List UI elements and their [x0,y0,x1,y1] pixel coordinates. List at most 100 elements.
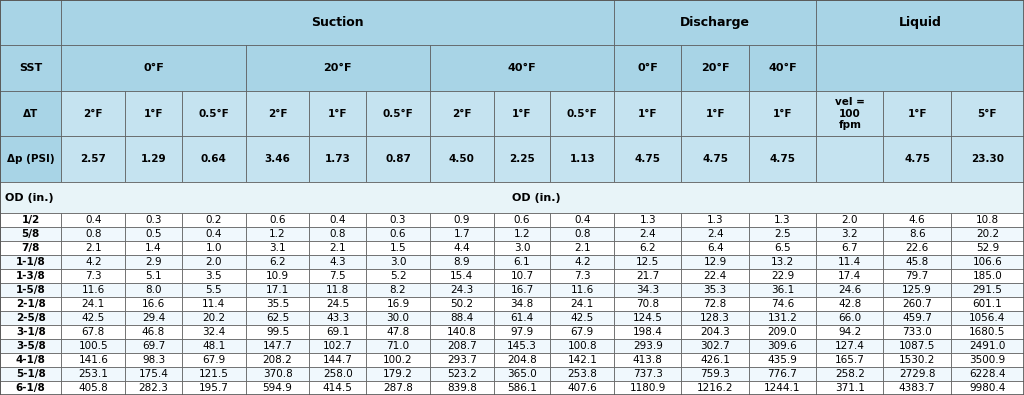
Text: 11.6: 11.6 [82,285,104,295]
Bar [614,339,682,353]
Text: 29.4: 29.4 [142,313,165,323]
Text: 21.7: 21.7 [636,271,659,281]
Bar [430,353,494,367]
Bar [682,241,749,255]
Text: Liquid: Liquid [899,16,941,29]
Bar [0,297,61,311]
Text: 35.3: 35.3 [703,285,727,295]
Text: 2-1/8: 2-1/8 [15,299,46,309]
Bar [61,283,125,297]
Text: 1°F: 1°F [706,109,725,118]
Text: 34.3: 34.3 [636,285,659,295]
Bar [950,339,1024,353]
Bar [550,297,614,311]
Bar [61,381,125,395]
Bar [246,283,309,297]
Text: 586.1: 586.1 [507,383,537,393]
Text: 1216.2: 1216.2 [697,383,733,393]
Bar [246,45,430,91]
Text: 8.9: 8.9 [454,257,470,267]
Text: 141.6: 141.6 [79,355,109,365]
Text: 42.5: 42.5 [82,313,104,323]
Bar [950,241,1024,255]
Text: 302.7: 302.7 [700,341,730,351]
Bar [430,45,614,91]
Bar [682,45,749,91]
Bar [614,381,682,395]
Text: 3.0: 3.0 [390,257,407,267]
Bar [494,339,550,353]
Bar [0,381,61,395]
Bar [61,255,125,269]
Text: 45.8: 45.8 [905,257,929,267]
Bar [494,297,550,311]
Text: 8.2: 8.2 [390,285,407,295]
Text: 24.1: 24.1 [570,299,594,309]
Bar [430,136,494,182]
Text: 253.1: 253.1 [79,369,109,379]
Text: 4383.7: 4383.7 [899,383,935,393]
Bar [884,381,950,395]
Text: 13.2: 13.2 [771,257,794,267]
Bar [494,91,550,136]
Bar [125,283,182,297]
Text: 601.1: 601.1 [973,299,1002,309]
Text: 70.8: 70.8 [636,299,659,309]
Bar [884,339,950,353]
Text: 371.1: 371.1 [835,383,864,393]
Bar [61,45,246,91]
Text: 253.8: 253.8 [567,369,597,379]
Text: 79.7: 79.7 [905,271,929,281]
Bar [682,91,749,136]
Text: 209.0: 209.0 [768,327,798,337]
Bar [884,91,950,136]
Bar [816,91,884,136]
Bar [309,241,367,255]
Bar [246,311,309,325]
Text: 3500.9: 3500.9 [970,355,1006,365]
Bar [749,45,816,91]
Bar [614,0,816,45]
Bar [550,283,614,297]
Bar [884,297,950,311]
Text: 0.5°F: 0.5°F [567,109,598,118]
Text: 9980.4: 9980.4 [969,383,1006,393]
Text: 1°F: 1°F [773,109,793,118]
Bar [816,269,884,283]
Text: 1.2: 1.2 [269,229,286,239]
Bar [182,381,246,395]
Text: 414.5: 414.5 [323,383,352,393]
Text: 839.8: 839.8 [446,383,477,393]
Bar [494,325,550,339]
Bar [816,45,1024,91]
Bar [749,255,816,269]
Bar [614,91,682,136]
Text: 6.5: 6.5 [774,243,791,253]
Text: 2.4: 2.4 [707,229,724,239]
Text: 293.9: 293.9 [633,341,663,351]
Bar [884,325,950,339]
Bar [61,227,125,241]
Text: 6.2: 6.2 [269,257,286,267]
Bar [0,0,61,45]
Text: 42.5: 42.5 [570,313,594,323]
Bar [682,353,749,367]
Text: 733.0: 733.0 [902,327,932,337]
Text: 20°F: 20°F [700,63,729,73]
Text: 3.1: 3.1 [269,243,286,253]
Text: 594.9: 594.9 [262,383,293,393]
Bar [367,339,430,353]
Bar [182,339,246,353]
Bar [61,297,125,311]
Text: OD (in.): OD (in.) [5,192,53,203]
Bar [749,213,816,227]
Text: 1°F: 1°F [907,109,927,118]
Bar [246,136,309,182]
Bar [246,269,309,283]
Bar [430,311,494,325]
Text: 258.2: 258.2 [835,369,864,379]
Text: 16.7: 16.7 [510,285,534,295]
Text: 204.3: 204.3 [700,327,730,337]
Bar [884,227,950,241]
Bar [749,381,816,395]
